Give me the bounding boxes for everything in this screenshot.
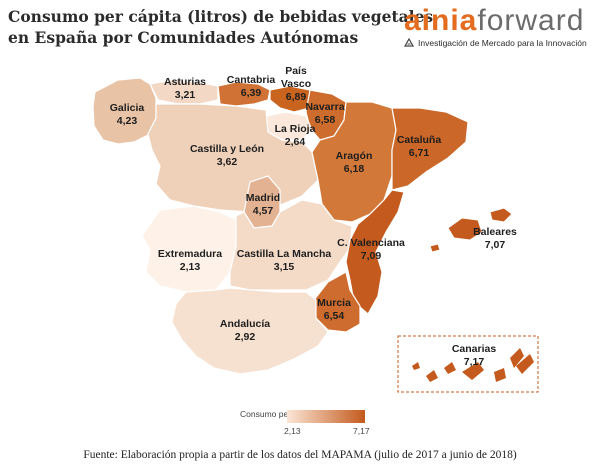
label-andalucia-value: 2,92	[235, 331, 256, 343]
label-cataluna-value: 6,71	[409, 147, 430, 159]
label-canarias-value: 7,17	[464, 356, 485, 368]
label-murcia-value: 6,54	[324, 310, 345, 322]
region-shape-canarias	[412, 348, 534, 382]
label-castilla-leon-name: Castilla y León	[190, 143, 264, 155]
label-castilla-leon-value: 3,62	[217, 156, 238, 168]
logo-wordmark: ainiaforward	[404, 4, 584, 38]
label-navarra-value: 6,58	[315, 114, 336, 126]
label-la-rioja-value: 2,64	[285, 136, 306, 148]
label-asturias-value: 3,21	[175, 89, 196, 101]
label-cantabria-name: Cantabria	[227, 74, 276, 86]
legend-max-value: 7,17	[353, 426, 370, 436]
logo-subtitle: Investigación de Mercado para la Innovac…	[418, 38, 587, 48]
region-shape-cantabria	[217, 81, 271, 107]
label-asturias-name: Asturias	[164, 76, 206, 88]
label-aragon-value: 6,18	[344, 163, 365, 175]
region-shape-c-valenciana	[345, 189, 405, 315]
label-cantabria-value: 6,39	[241, 87, 262, 99]
logo-part-forward: forward	[477, 4, 585, 37]
label-cataluna-name: Cataluña	[397, 134, 442, 146]
label-galicia-name: Galicia	[110, 102, 145, 114]
label-navarra-name: Navarra	[305, 101, 344, 113]
region-shape-asturias	[149, 79, 219, 105]
region-shape-baleares	[429, 207, 513, 253]
label-castilla-la-mancha-name: Castilla La Mancha	[237, 248, 332, 260]
label-pais-vasco-value: 6,89	[286, 91, 307, 103]
title-line-1: Consumo per cápita (litros) de bebidas v…	[8, 7, 434, 26]
label-murcia-name: Murcia	[317, 297, 351, 309]
label-c-valenciana-name: C. Valenciana	[337, 237, 405, 249]
label-extremadura-name: Extremadura	[158, 248, 222, 260]
label-la-rioja-name: La Rioja	[275, 123, 316, 135]
label-extremadura-value: 2,13	[180, 261, 201, 273]
label-canarias-name: Canarias	[452, 343, 497, 355]
source-note: Fuente: Elaboración propia a partir de l…	[83, 449, 517, 461]
label-madrid-value: 4,57	[253, 205, 274, 217]
region-shape-andalucia	[171, 287, 329, 375]
label-castilla-la-mancha-value: 3,15	[274, 261, 295, 273]
logo-part-ainia: ainia	[404, 4, 478, 37]
label-baleares-value: 7,07	[485, 239, 506, 251]
map-title: Consumo per cápita (litros) de bebidas v…	[8, 6, 434, 48]
region-shape-cataluna	[391, 107, 469, 191]
legend-min-value: 2,13	[284, 426, 301, 436]
ainia-logo: ainiaforward Investigación de Mercado pa…	[400, 4, 596, 54]
logo-subtitle-row: Investigación de Mercado para la Innovac…	[404, 38, 587, 48]
title-line-2: en España por Comunidades Autónomas	[8, 28, 359, 47]
label-galicia-value: 4,23	[117, 115, 138, 127]
label-pais-vasco-name-2: Vasco	[281, 78, 311, 90]
label-andalucia-name: Andalucía	[220, 318, 270, 330]
label-aragon-name: Aragón	[336, 150, 373, 162]
logo-mark-icon	[404, 38, 414, 47]
label-pais-vasco-name-1: País	[285, 65, 307, 77]
label-madrid-name: Madrid	[246, 192, 280, 204]
label-baleares-name: Baleares	[473, 226, 517, 238]
legend-title: Consumo per cápita	[240, 409, 317, 419]
label-c-valenciana-value: 7,09	[361, 250, 382, 262]
legend-gradient-bar	[287, 410, 365, 423]
canarias-inset-frame	[397, 335, 539, 393]
